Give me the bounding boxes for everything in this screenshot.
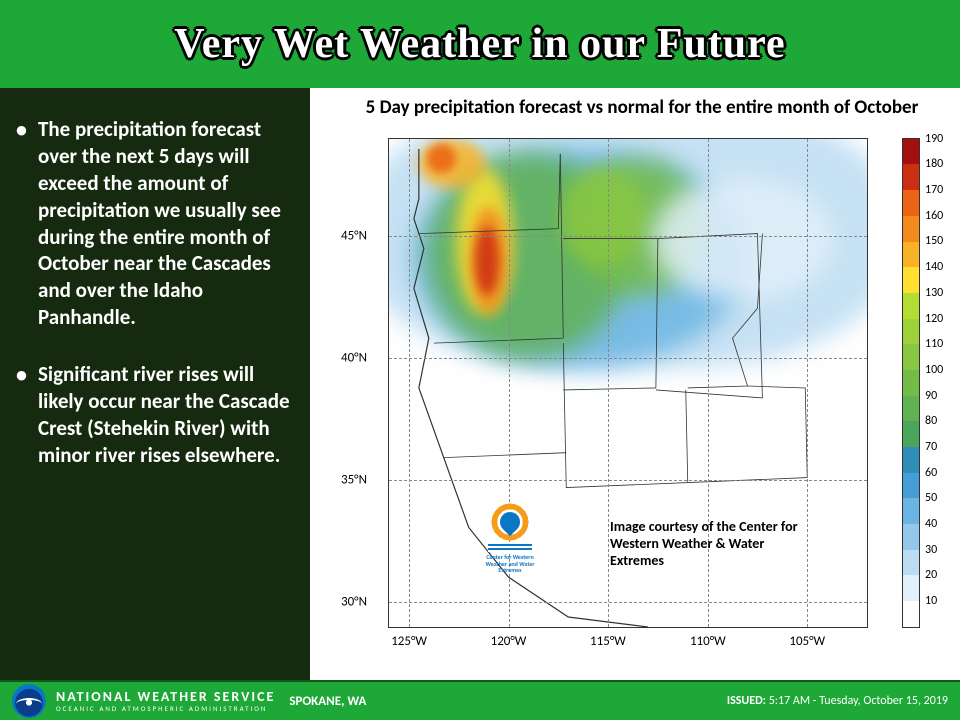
y-tick: 35°N (341, 473, 367, 488)
colorbar-segment (903, 473, 919, 499)
x-tick: 125°W (391, 634, 427, 649)
logo-icon (490, 502, 530, 542)
y-tick: 45°N (341, 229, 367, 244)
page-title: Very Wet Weather in our Future (174, 20, 785, 68)
x-tick: 110°W (690, 634, 726, 649)
colorbar-segment (903, 421, 919, 447)
colorbar-segment (903, 575, 919, 601)
bullet-item: The precipitation forecast over the next… (4, 116, 298, 331)
colorbar-tick: 70 (925, 440, 937, 454)
x-tick: 120°W (491, 634, 527, 649)
colorbar-segment (903, 242, 919, 268)
colorbar-tick: 160 (925, 209, 943, 223)
y-tick: 30°N (341, 595, 367, 610)
x-tick: 105°W (789, 634, 825, 649)
colorbar-tick: 190 (925, 132, 943, 146)
agency-name: NATIONAL WEATHER SERVICE (56, 690, 275, 705)
colorbar-segment (903, 344, 919, 370)
colorbar-tick: 120 (925, 312, 943, 326)
colorbar-segment (903, 293, 919, 319)
header-bar: Very Wet Weather in our Future (0, 0, 960, 88)
colorbar-segment (903, 396, 919, 422)
colorbar-tick: 180 (925, 157, 943, 171)
content-row: The precipitation forecast over the next… (0, 88, 960, 680)
colorbar-tick: 10 (925, 594, 937, 608)
colorbar-tick: 60 (925, 466, 937, 480)
left-text-panel: The precipitation forecast over the next… (0, 88, 310, 680)
colorbar-tick: 130 (925, 286, 943, 300)
colorbar-tick: 20 (925, 568, 937, 582)
y-tick: 40°N (341, 351, 367, 366)
colorbar-segment (903, 190, 919, 216)
chart-container: 125°W 120°W 115°W 110°W 105°W 30°N 35°N … (330, 126, 954, 646)
colorbar-tick: 50 (925, 491, 937, 505)
image-credit-text: Image courtesy of the Center for Western… (610, 519, 820, 569)
colorbar-segment (903, 216, 919, 242)
footer-office: SPOKANE, WA (289, 694, 366, 709)
colorbar-tick: 140 (925, 260, 943, 274)
bullet-item: Significant river rises will likely occu… (4, 361, 298, 469)
colorbar-segment (903, 524, 919, 550)
colorbar: 1020304050607080901001101201301401501601… (902, 138, 920, 628)
footer-issued: ISSUED: 5:17 AM - Tuesday, October 15, 2… (727, 694, 948, 708)
colorbar-segment (903, 319, 919, 345)
issued-label: ISSUED: (727, 694, 766, 708)
colorbar-tick: 100 (925, 363, 943, 377)
colorbar-segment (903, 164, 919, 190)
noaa-logo-icon (12, 684, 46, 718)
agency-subtitle: OCEANIC AND ATMOSPHERIC ADMINISTRATION (56, 705, 275, 712)
colorbar-segment (903, 139, 919, 165)
footer-agency: NATIONAL WEATHER SERVICE OCEANIC AND ATM… (56, 690, 275, 712)
colorbar-segment (903, 447, 919, 473)
cw3e-logo: Center for Western Weather and Water Ext… (480, 502, 540, 574)
colorbar-segment (903, 498, 919, 524)
issued-value: 5:17 AM - Tuesday, October 15, 2019 (769, 694, 948, 708)
colorbar-tick: 150 (925, 234, 943, 248)
footer-bar: NATIONAL WEATHER SERVICE OCEANIC AND ATM… (0, 680, 960, 720)
colorbar-tick: 110 (925, 337, 943, 351)
colorbar-segment (903, 550, 919, 576)
colorbar-tick: 40 (925, 517, 937, 531)
colorbar-tick: 90 (925, 389, 937, 403)
colorbar-segment (903, 601, 919, 627)
colorbar-tick: 80 (925, 414, 937, 428)
colorbar-tick: 30 (925, 543, 937, 557)
colorbar-segment (903, 370, 919, 396)
chart-panel: 5 Day precipitation forecast vs normal f… (310, 88, 960, 680)
colorbar-segment (903, 267, 919, 293)
waves-icon (488, 544, 532, 552)
logo-caption: Center for Western Weather and Water Ext… (480, 554, 540, 574)
colorbar-tick: 170 (925, 183, 943, 197)
x-tick: 115°W (590, 634, 626, 649)
chart-title: 5 Day precipitation forecast vs normal f… (330, 96, 954, 120)
